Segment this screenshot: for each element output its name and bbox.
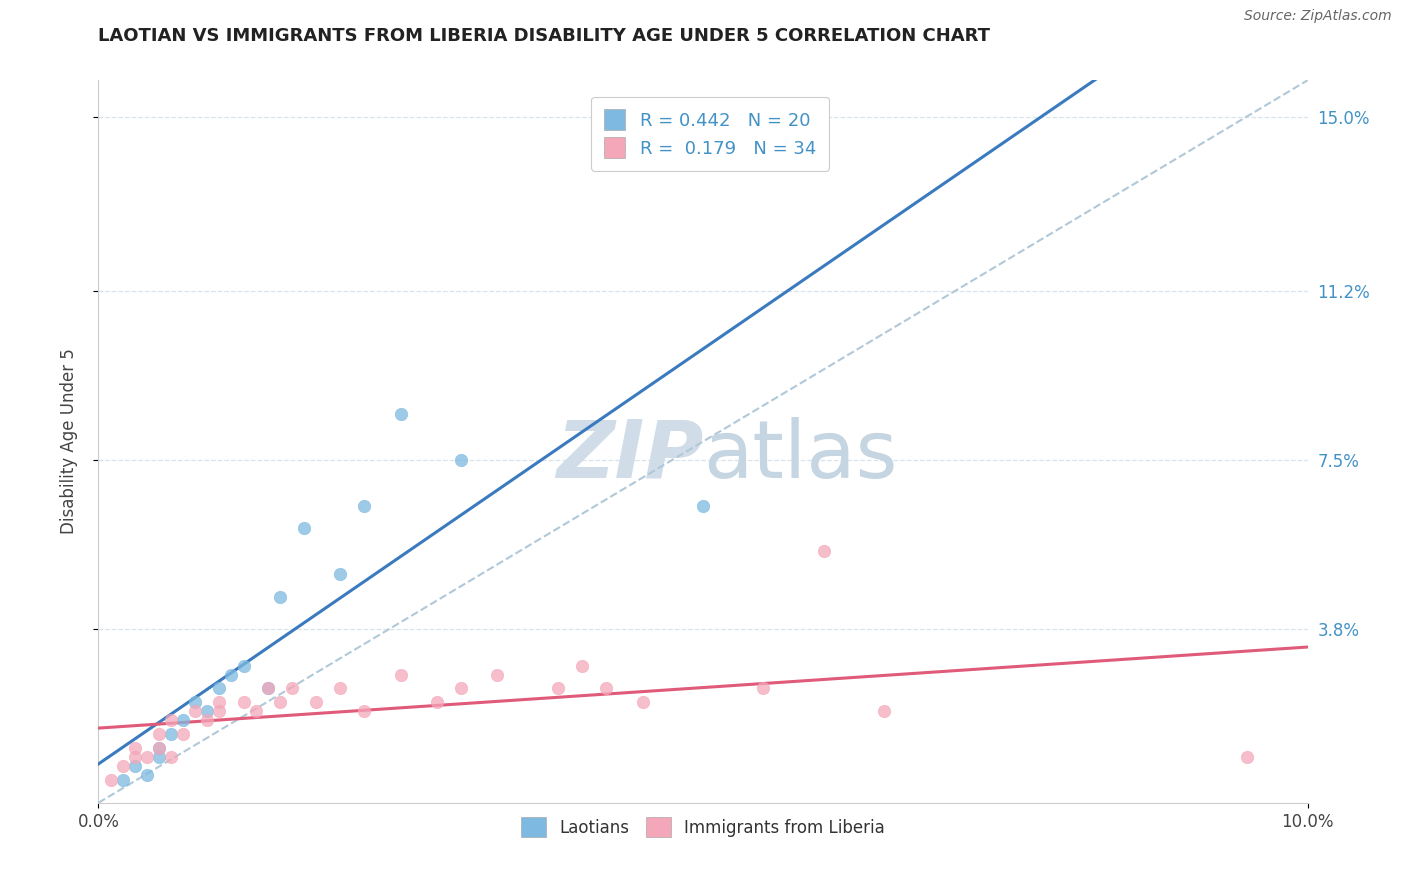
Point: [245, 704, 267, 718]
Point: [160, 727, 183, 741]
Point: [148, 740, 170, 755]
Point: [160, 714, 183, 728]
Point: [281, 681, 304, 696]
Point: [571, 658, 593, 673]
Point: [450, 453, 472, 467]
Point: [221, 667, 243, 681]
Point: [292, 521, 315, 535]
Point: [813, 544, 835, 558]
Point: [184, 704, 207, 718]
Text: LAOTIAN VS IMMIGRANTS FROM LIBERIA DISABILITY AGE UNDER 5 CORRELATION CHART: LAOTIAN VS IMMIGRANTS FROM LIBERIA DISAB…: [98, 27, 990, 45]
Text: ZIP: ZIP: [555, 417, 703, 495]
Point: [1236, 750, 1258, 764]
Point: [269, 590, 291, 604]
Point: [547, 681, 569, 696]
Point: [232, 658, 254, 673]
Point: [426, 695, 449, 709]
Y-axis label: Disability Age Under 5: Disability Age Under 5: [59, 349, 77, 534]
Point: [256, 681, 278, 696]
Point: [389, 407, 412, 421]
Point: [148, 727, 170, 741]
Point: [208, 695, 231, 709]
Point: [148, 750, 170, 764]
Point: [172, 727, 194, 741]
Point: [305, 695, 328, 709]
Point: [595, 681, 617, 696]
Point: [329, 567, 352, 582]
Point: [631, 695, 654, 709]
Point: [353, 499, 375, 513]
Point: [692, 499, 714, 513]
Point: [135, 750, 157, 764]
Point: [160, 750, 183, 764]
Point: [232, 695, 254, 709]
Text: atlas: atlas: [703, 417, 897, 495]
Point: [195, 704, 218, 718]
Point: [124, 750, 146, 764]
Text: Source: ZipAtlas.com: Source: ZipAtlas.com: [1244, 9, 1392, 23]
Point: [184, 695, 207, 709]
Point: [148, 740, 170, 755]
Point: [256, 681, 278, 696]
Point: [269, 695, 291, 709]
Legend: Laotians, Immigrants from Liberia: Laotians, Immigrants from Liberia: [513, 809, 893, 845]
Point: [450, 681, 472, 696]
Point: [111, 759, 134, 773]
Point: [195, 714, 218, 728]
Point: [111, 772, 134, 787]
Point: [100, 772, 122, 787]
Point: [389, 667, 412, 681]
Point: [752, 681, 775, 696]
Point: [172, 714, 194, 728]
Point: [124, 759, 146, 773]
Point: [208, 704, 231, 718]
Point: [329, 681, 352, 696]
Point: [873, 704, 896, 718]
Point: [124, 740, 146, 755]
Point: [135, 768, 157, 782]
Point: [486, 667, 509, 681]
Point: [353, 704, 375, 718]
Point: [208, 681, 231, 696]
